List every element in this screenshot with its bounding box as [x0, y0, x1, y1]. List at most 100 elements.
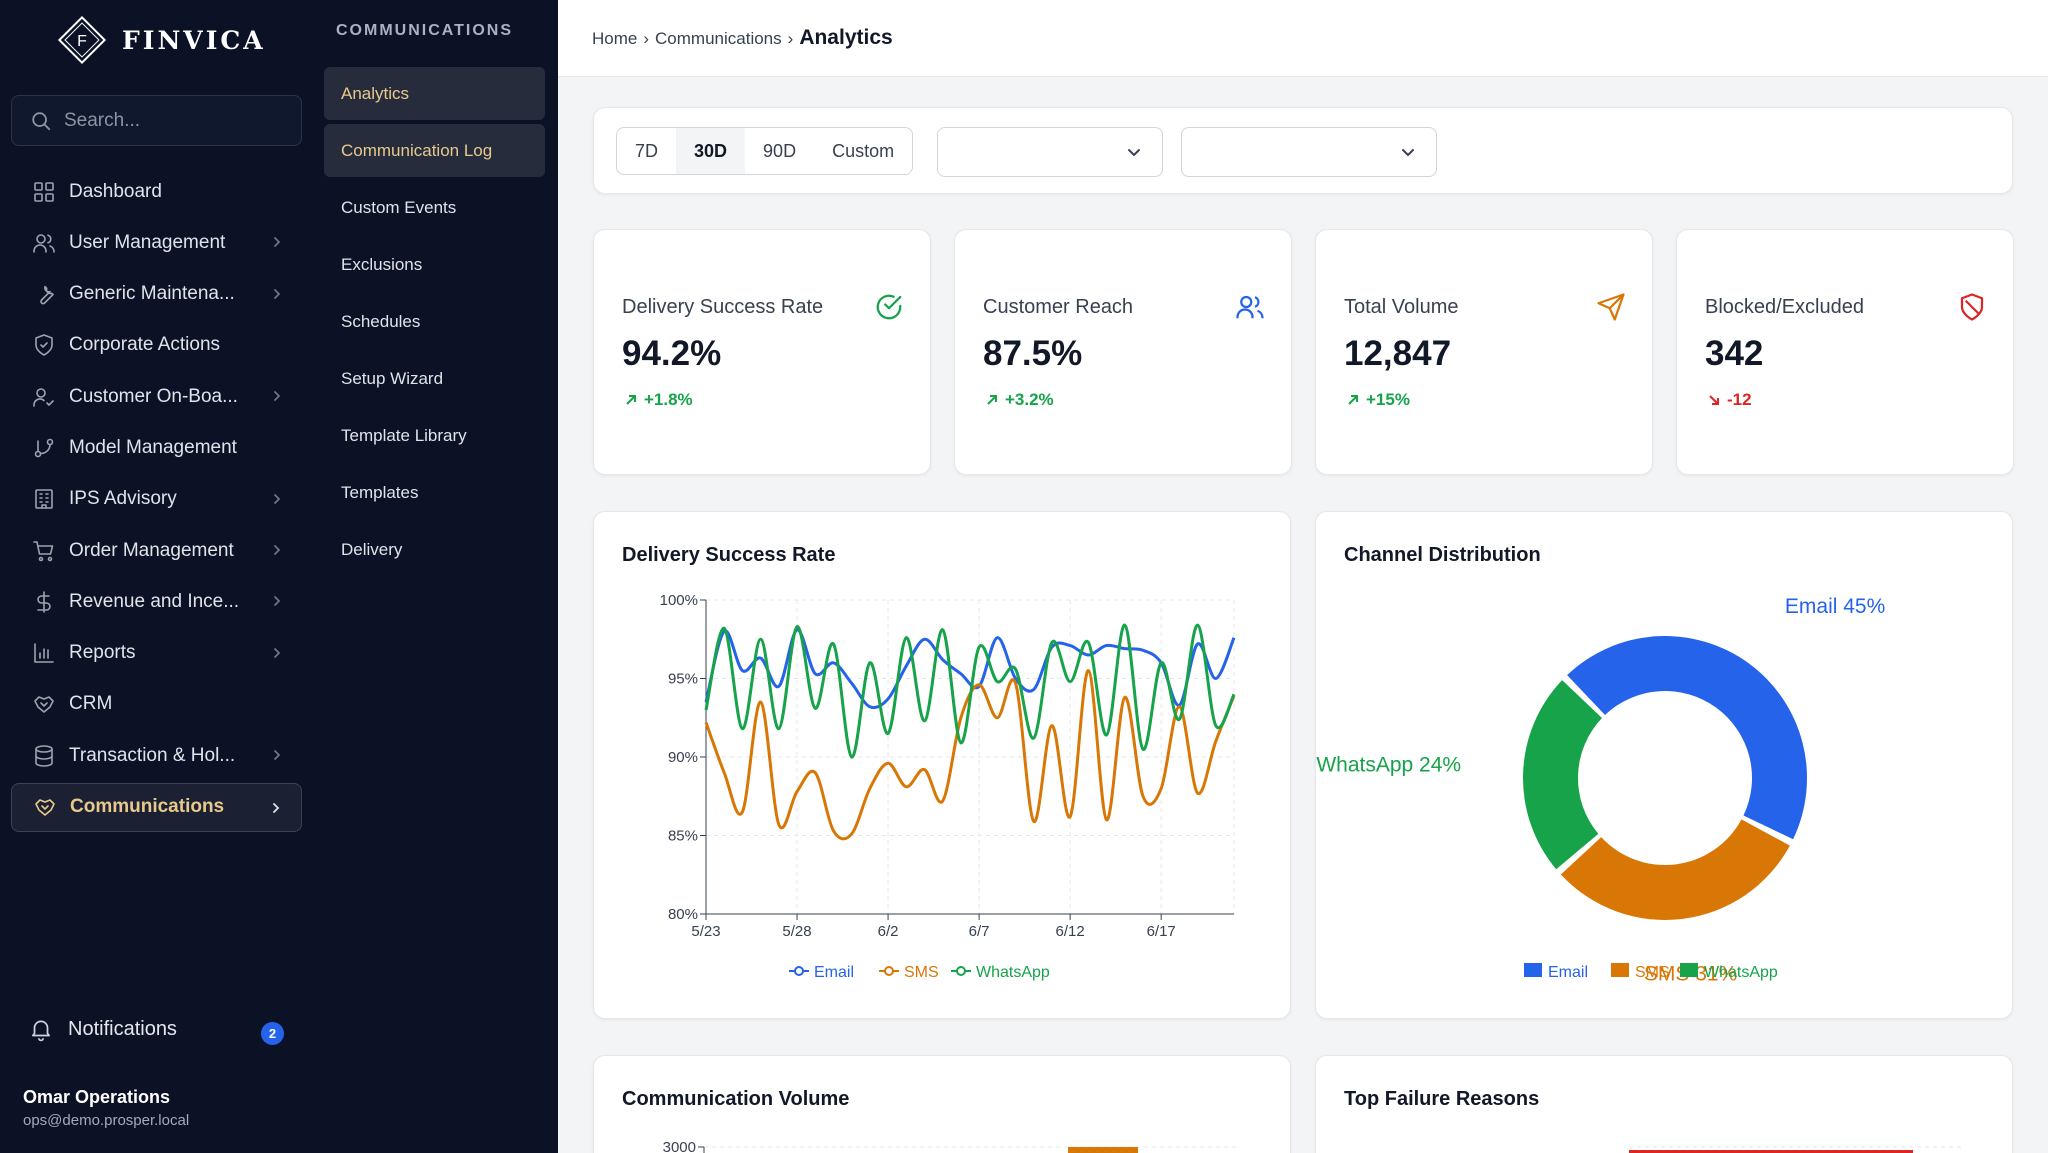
notifications-link[interactable]: Notifications 2 — [28, 1016, 288, 1045]
chevron-right-icon — [274, 647, 281, 658]
x-tick-label: 6/12 — [1056, 923, 1085, 940]
sidebar-item-user-management[interactable]: User Management — [11, 218, 302, 267]
sidebar-item-crm[interactable]: CRM — [11, 680, 302, 729]
brand-logo-icon: F — [57, 15, 107, 65]
sidebar-item-label: Revenue and Ince... — [69, 590, 240, 612]
subnav-item-communication-log[interactable]: Communication Log — [324, 124, 545, 177]
subnav-item-exclusions[interactable]: Exclusions — [341, 254, 423, 274]
sidebar-item-label: Communications — [70, 796, 225, 818]
subnav-item-delivery[interactable]: Delivery — [341, 539, 403, 559]
sidebar-item-generic-maintena[interactable]: Generic Maintena... — [11, 270, 302, 319]
main-sidebar: F FINVICA Dashboard User Management Generi… — [0, 0, 323, 1153]
bar-chart-icon — [31, 640, 57, 666]
brand[interactable]: F FINVICA — [56, 14, 266, 66]
sidebar-item-label: Corporate Actions — [69, 334, 221, 356]
kpi-delta: +1.8% — [624, 390, 693, 410]
filter-dropdown-2[interactable] — [1181, 127, 1437, 177]
dashboard-grid-icon — [31, 179, 57, 205]
search-input[interactable] — [64, 109, 294, 132]
chart-title: Channel Distribution — [1344, 544, 1541, 566]
sidebar-item-reports[interactable]: Reports — [11, 629, 302, 678]
sidebar-item-label: Order Management — [69, 539, 234, 561]
sidebar-item-label: IPS Advisory — [69, 488, 177, 510]
subnav-item-template-library[interactable]: Template Library — [341, 425, 467, 445]
kpi-delta-value: +3.2% — [1005, 390, 1054, 409]
handshake-icon — [31, 691, 57, 717]
legend-marker-dot — [956, 966, 966, 976]
sidebar-item-customer-on-boa[interactable]: Customer On-Boa... — [11, 372, 302, 421]
kpi-card-blocked-excluded: Blocked/Excluded 342 -12 — [1676, 229, 2014, 475]
legend-label-whatsapp: WhatsApp — [1704, 964, 1778, 981]
kpi-value: 87.5% — [983, 334, 1083, 373]
chevron-right-icon — [274, 493, 281, 504]
kpi-delta: +15% — [1346, 390, 1410, 410]
user-profile[interactable]: Omar Operations ops@demo.prosper.local — [23, 1087, 189, 1129]
delivery-success-chart-card: Delivery Success Rate 100% 95% 90% 85% 80% 5/… — [593, 511, 1291, 1019]
legend-label-email: Email — [1548, 964, 1588, 981]
sidebar-item-communications[interactable]: Communications — [11, 782, 302, 832]
legend-label-sms: SMS — [904, 964, 939, 981]
sidebar-item-revenue-and-ince[interactable]: Revenue and Ince... — [11, 577, 302, 626]
sidebar-item-label: Transaction & Hol... — [69, 744, 236, 766]
subnav-item-setup-wizard[interactable]: Setup Wizard — [341, 368, 444, 388]
chevron-right-icon — [273, 802, 280, 813]
subnav-title: COMMUNICATIONS — [336, 22, 514, 39]
kpi-value: 12,847 — [1344, 334, 1452, 373]
legend-marker-dot — [884, 966, 894, 976]
range-90d-button[interactable]: 90D — [763, 140, 797, 161]
users-icon — [1236, 295, 1264, 319]
subnav-item-schedules[interactable]: Schedules — [341, 311, 421, 331]
range-30d-button[interactable]: 30D — [676, 128, 746, 174]
breadcrumb-home[interactable]: Home — [592, 29, 638, 48]
slice-label-whatsapp: WhatsApp 24% — [1316, 754, 1461, 777]
sidebar-item-order-management[interactable]: Order Management — [11, 526, 302, 575]
kpi-label: Customer Reach — [983, 296, 1134, 318]
arrow-up-right-icon — [987, 395, 997, 405]
chevron-right-icon — [274, 596, 281, 607]
filter-dropdown-1[interactable] — [937, 127, 1163, 177]
cart-icon — [31, 538, 57, 564]
sidebar-item-transaction-hol[interactable]: Transaction & Hol... — [11, 731, 302, 780]
range-7d-button[interactable]: 7D — [635, 140, 659, 161]
sidebar-item-corporate-actions[interactable]: Corporate Actions — [11, 321, 302, 370]
sidebar-nav: Dashboard User Management Generic Maintena… — [11, 167, 302, 834]
breadcrumb-communications[interactable]: Communications — [655, 29, 782, 48]
brand-name: FINVICA — [122, 25, 266, 55]
arrow-up-right-icon — [1348, 395, 1358, 405]
range-custom-button[interactable]: Custom — [832, 140, 895, 161]
sidebar-item-model-management[interactable]: Model Management — [11, 423, 302, 472]
breadcrumb-separator: › — [643, 29, 650, 48]
failure-reason-bar — [1629, 1150, 1913, 1153]
chart-title: Top Failure Reasons — [1344, 1088, 1540, 1110]
sidebar-item-ips-advisory[interactable]: IPS Advisory — [11, 475, 302, 524]
chevron-right-icon — [274, 545, 281, 555]
subnav-item-analytics[interactable]: Analytics — [324, 67, 545, 120]
sidebar-item-dashboard[interactable]: Dashboard — [11, 167, 302, 216]
chevron-down-icon — [1402, 149, 1414, 157]
chevron-right-icon — [274, 750, 281, 761]
page-title: Analytics — [799, 26, 893, 49]
x-tick-label: 5/28 — [782, 923, 811, 940]
breadcrumb-separator: › — [787, 29, 794, 48]
sidebar-item-label: Model Management — [69, 436, 237, 458]
chart-title: Communication Volume — [622, 1088, 850, 1110]
arrow-down-right-icon — [1709, 395, 1719, 405]
kpi-label: Total Volume — [1344, 296, 1459, 318]
donut-slice-whatsapp — [1523, 680, 1602, 870]
breadcrumb: Home › Communications › Analytics — [592, 26, 893, 50]
git-branch-icon — [31, 435, 57, 461]
x-tick-label: 6/7 — [969, 923, 990, 940]
y-tick-label: 90% — [668, 749, 698, 766]
donut-slice-sms — [1560, 819, 1790, 920]
legend-label-sms: SMS — [1635, 964, 1670, 981]
notifications-count-badge: 2 — [261, 1022, 284, 1045]
communication-volume-chart-card: Communication Volume 3000 — [593, 1055, 1291, 1153]
kpi-card-customer-reach: Customer Reach 87.5% +3.2% — [954, 229, 1292, 475]
building-icon — [31, 486, 57, 512]
x-tick-label: 5/23 — [691, 923, 720, 940]
user-email: ops@demo.prosper.local — [23, 1112, 190, 1129]
kpi-label: Delivery Success Rate — [622, 296, 824, 318]
subnav-item-custom-events[interactable]: Custom Events — [341, 197, 457, 217]
date-range-toggle: 7D 30D 90D Custom — [616, 127, 914, 175]
subnav-item-templates[interactable]: Templates — [341, 482, 419, 502]
